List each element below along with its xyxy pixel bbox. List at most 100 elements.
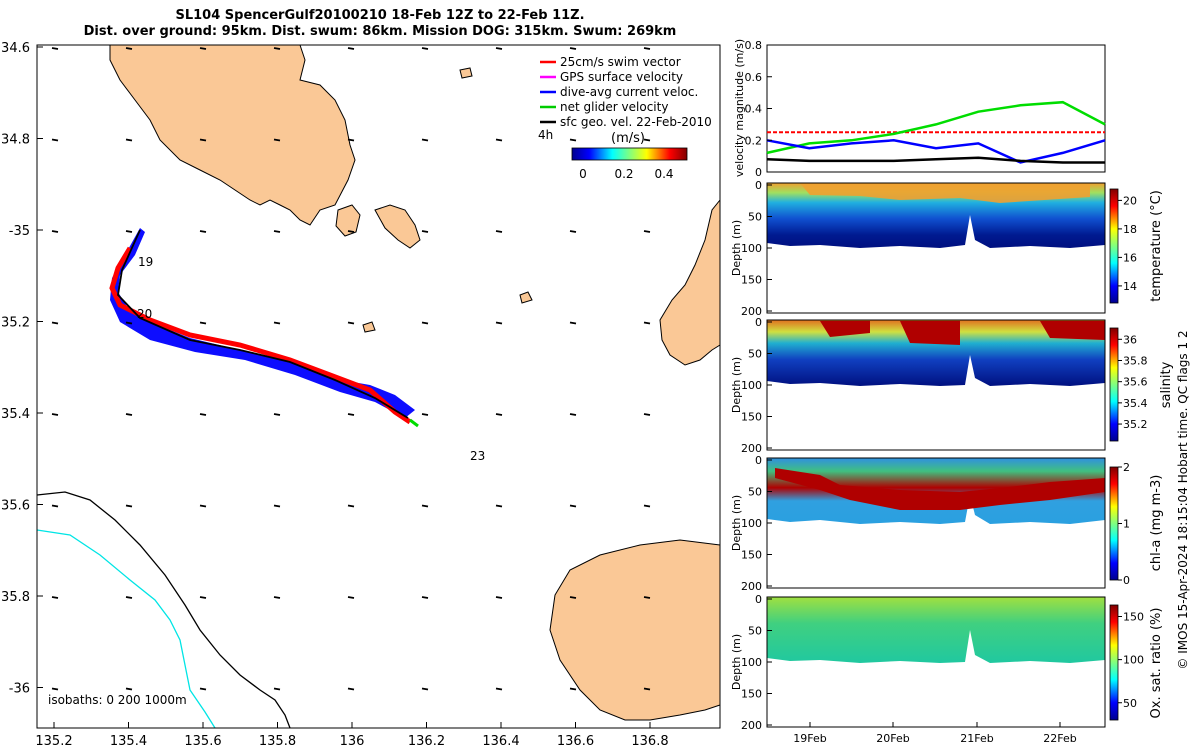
colorbar-tick-label: 35.6: [1123, 376, 1148, 389]
small-islet-2: [519, 291, 533, 304]
sfc-arrow: [643, 321, 651, 325]
velocity-ylabel: velocity magnitude (m/s): [733, 39, 746, 177]
chla-section: [766, 457, 1106, 589]
sfc-arrow: [421, 138, 429, 142]
velocity-ytick-label: 0.6: [745, 71, 763, 84]
colorbar-tick-label: 150: [1123, 611, 1144, 624]
depth-tick-label: 200: [741, 580, 762, 593]
sfc-arrow: [495, 596, 503, 599]
depth-tick-label: 100: [741, 379, 762, 392]
colorbar-tick-label: 20: [1123, 194, 1137, 207]
map-xtick-label: 135.8: [259, 734, 296, 749]
sfc-arrow: [495, 413, 503, 416]
sfc-arrow: [643, 230, 651, 233]
sfc-arrow: [273, 47, 281, 50]
chla-section-fill: [767, 458, 1105, 524]
sfc-arrow: [495, 321, 503, 325]
depth-axis-label: Depth (m): [730, 495, 743, 551]
legend-entry: net glider velocity: [560, 100, 668, 114]
oxygen-label: Ox. sat. ratio (%): [1149, 608, 1164, 719]
glider-track-current: [110, 228, 415, 418]
depth-tick-label: 50: [748, 348, 762, 361]
colorbar-tick-label: 16: [1123, 251, 1137, 264]
sfc-velocity-arrows: [51, 47, 651, 691]
sfc-arrow: [51, 504, 59, 508]
sfc-arrow: [569, 138, 577, 142]
sfc-arrow: [125, 138, 133, 142]
chla-colorbar: [1109, 466, 1119, 581]
depth-tick-label: 200: [741, 305, 762, 318]
oxygen-section-fill: [767, 597, 1105, 663]
sfc-arrow: [125, 230, 133, 233]
colorbar-tick-label: 36: [1123, 333, 1137, 346]
sfc-arrow: [273, 321, 281, 325]
temperature-label: temperature (°C): [1149, 190, 1164, 302]
sfc-arrow: [273, 504, 281, 508]
velocity-panel: 0 0.2 0.4 0.6 0.8 velocity magnitude (m/s): [733, 39, 1106, 179]
depth-tick-label: 150: [741, 549, 762, 562]
sfc-arrow: [273, 138, 281, 142]
map-panel: 19 20 23 135.2 135.4 135.6 135.8 136 136.2 136…: [1, 41, 721, 749]
legend-extra: 4h: [538, 128, 553, 142]
colorbar-tick-label: 0: [1123, 574, 1130, 587]
velocity-y-axis: 0 0.2 0.4 0.6 0.8: [745, 39, 772, 179]
sfc-arrow: [495, 138, 503, 142]
oxygen-colorbar: [1109, 604, 1119, 721]
colorbar-tick-0: 0: [579, 167, 587, 181]
velocity-ytick-label: 0.2: [745, 134, 763, 147]
land-island-2: [335, 204, 361, 237]
map-ytick-label: -36: [9, 682, 30, 697]
time-tick-label: 22Feb: [1043, 732, 1076, 745]
map-xtick-label: 136: [340, 734, 365, 749]
sfc-arrow: [51, 596, 59, 599]
sfc-arrow: [643, 47, 651, 50]
map-xtick-label: 135.4: [110, 734, 147, 749]
colorbar-tick-1: 0.2: [614, 167, 633, 181]
glider-track-swim: [109, 246, 412, 425]
map-x-axis: 135.2 135.4 135.6 135.8 136 136.2 136.4 136.6 13…: [35, 722, 669, 749]
sfc-arrow: [421, 47, 429, 50]
depth-axis-label: Depth (m): [730, 634, 743, 690]
oxygen-section: [766, 596, 1106, 728]
colorbar-tick-label: 18: [1123, 223, 1137, 236]
section-axes: 0 50 100 150 200 Depth (m) 0 50 100 150 200 Depth (…: [730, 179, 1077, 745]
isobath-200m: [36, 491, 291, 729]
velocity-ytick-label: 0.4: [745, 103, 763, 116]
map-xtick-label: 135.6: [184, 734, 221, 749]
depth-tick-label: 150: [741, 688, 762, 701]
colorbar-tick-label: 35.2: [1123, 418, 1148, 431]
sfc-arrow: [51, 321, 59, 325]
legend-entry: dive-avg current veloc.: [560, 85, 698, 99]
map-ytick-label: 35.2: [1, 316, 30, 331]
velocity-series-line: [766, 139, 1106, 164]
small-islet-3: [459, 67, 473, 79]
glider-end-marker: [409, 418, 419, 428]
temperature-warm-surface: [800, 183, 1090, 203]
salinity-section: [766, 319, 1106, 451]
sfc-arrow: [569, 230, 577, 233]
map-ytick-label: 34.8: [1, 133, 30, 148]
sfc-arrow: [51, 47, 59, 50]
map-xtick-label: 136.2: [408, 734, 445, 749]
copyright-footer: © IMOS 15-Apr-2024 18:15:04 Hobart time.…: [1176, 330, 1190, 669]
sfc-arrow: [495, 504, 503, 508]
colorbar-tick-label: 1: [1123, 518, 1130, 531]
sfc-arrow: [347, 138, 355, 142]
salinity-section-fill: [767, 320, 1105, 386]
chla-max-layer: [775, 468, 1105, 510]
sfc-arrow: [51, 230, 59, 233]
sfc-arrow: [347, 413, 355, 416]
sfc-arrow: [199, 321, 207, 325]
depth-tick-label: 0: [755, 454, 762, 467]
sfc-arrow: [569, 321, 577, 325]
sfc-arrow: [495, 230, 503, 233]
depth-tick-label: 150: [741, 274, 762, 287]
map-ytick-label: 34.6: [1, 41, 30, 56]
sfc-arrow: [199, 413, 207, 416]
depth-axis-label: Depth (m): [730, 220, 743, 276]
map-ytick-label: 35.8: [1, 590, 30, 605]
velocity-ytick-label: 0: [755, 166, 762, 179]
colorbar-tick-label: 35.4: [1123, 397, 1148, 410]
depth-tick-label: 0: [755, 179, 762, 192]
